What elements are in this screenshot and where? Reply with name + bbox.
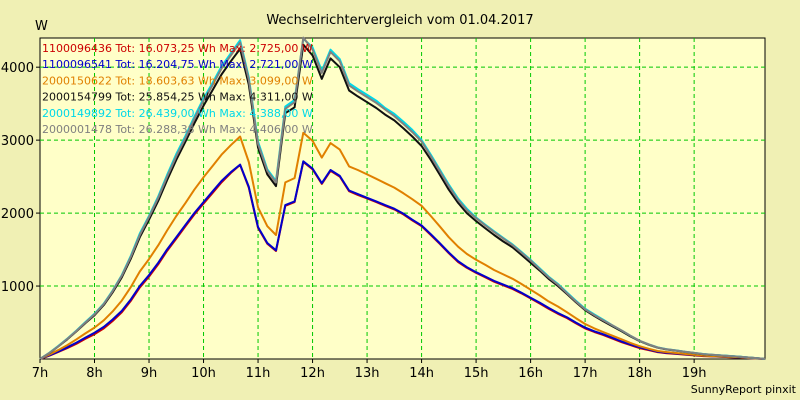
y-axis-label: W	[35, 19, 48, 34]
series-line-2000001478	[39, 36, 766, 360]
legend-entry-1100096436: 1100096436 Tot: 16.073,25 Wh Max: 2.725,…	[42, 42, 313, 55]
x-tick-label: 16h	[518, 366, 543, 381]
y-tick-label: 2000	[1, 207, 34, 222]
x-tick-label: 11h	[246, 366, 271, 381]
x-tick-label: 8h	[86, 366, 103, 381]
series-line-2000150622	[39, 131, 766, 360]
x-tick-label: 13h	[355, 366, 380, 381]
x-tick-label: 15h	[464, 366, 489, 381]
x-tick-label: 9h	[141, 366, 158, 381]
y-tick-label: 3000	[1, 134, 34, 149]
x-axis-ticks: 7h 8h 9h 10h 11h 12h 13h 14h 15h 16h 17h 18h 19h	[32, 359, 707, 381]
legend-entry-2000154799: 2000154799 Tot: 25.854,25 Wh Max: 4.311,…	[42, 91, 313, 104]
plot-area	[39, 37, 766, 360]
chart-title: Wechselrichtervergleich vom 01.04.2017	[266, 13, 533, 28]
y-axis-ticks: 1000 2000 3000 4000	[1, 61, 40, 295]
x-tick-label: 10h	[191, 366, 216, 381]
y-tick-label: 4000	[1, 61, 34, 76]
footer-credit: SunnyReport pinxit	[691, 383, 797, 396]
legend-entry-1100096541: 1100096541 Tot: 16.204,75 Wh Max: 2.721,…	[42, 58, 313, 71]
legend: 1100096436 Tot: 16.073,25 Wh Max: 2.725,…	[42, 42, 313, 136]
y-tick-label: 1000	[1, 280, 34, 295]
grid-lines	[40, 38, 765, 359]
legend-entry-2000001478: 2000001478 Tot: 26.288,38 Wh Max: 4.406,…	[42, 123, 313, 136]
series-layer	[39, 36, 766, 360]
legend-entry-2000150622: 2000150622 Tot: 18.603,63 Wh Max: 3.099,…	[42, 74, 313, 87]
legend-entry-2000149892: 2000149892 Tot: 26.439,00 Wh Max: 4.388,…	[42, 107, 313, 120]
x-tick-label: 19h	[682, 366, 707, 381]
x-tick-label: 17h	[573, 366, 598, 381]
x-tick-label: 14h	[409, 366, 434, 381]
x-tick-label: 12h	[300, 366, 325, 381]
x-tick-label: 7h	[32, 366, 49, 381]
x-tick-label: 18h	[627, 366, 652, 381]
